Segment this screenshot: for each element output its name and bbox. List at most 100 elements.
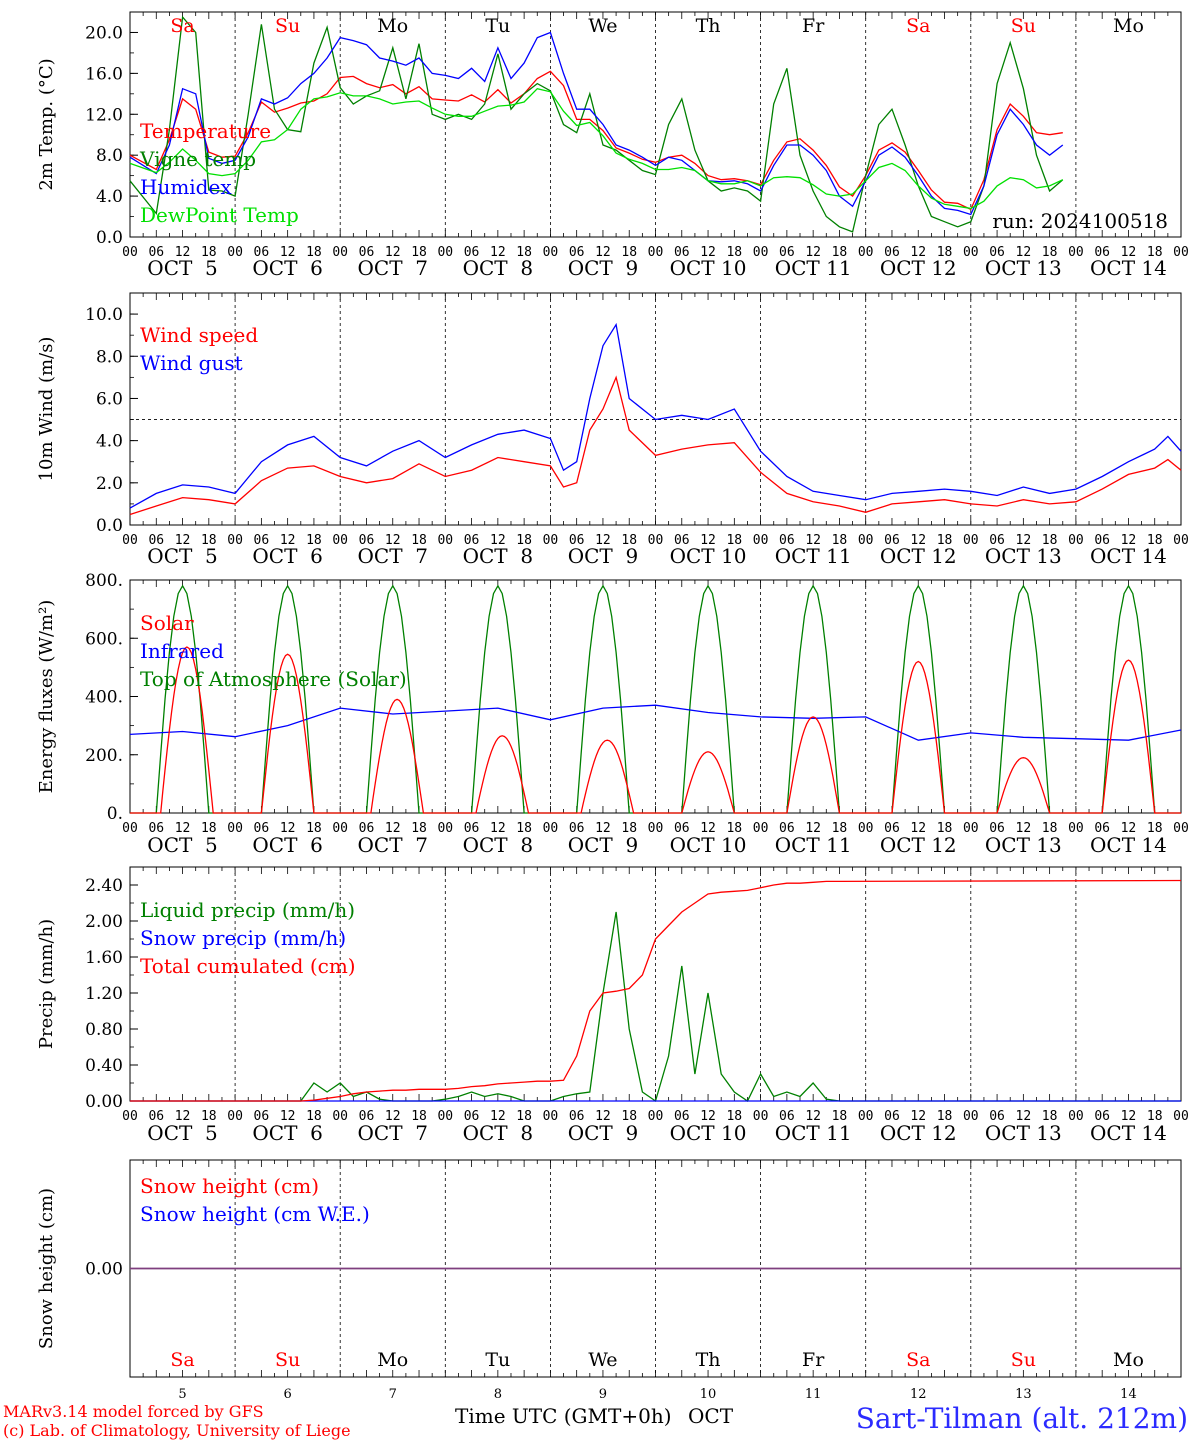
hour-label: 00 <box>963 533 979 548</box>
hour-label: 18 <box>201 533 217 548</box>
day-name: Mo <box>377 15 408 37</box>
series-infrared <box>129 704 1182 741</box>
hour-label: 00 <box>753 533 769 548</box>
date-label: OCT 6 <box>252 544 322 568</box>
hour-label: 00 <box>1068 245 1084 260</box>
day-name: Sa <box>906 1349 930 1371</box>
series-total-cumulated-cm- <box>130 879 1182 1102</box>
hour-label: 00 <box>543 821 559 836</box>
hour-label: 06 <box>779 533 795 548</box>
hour-label: 00 <box>227 245 243 260</box>
legend-entry: DewPoint Temp <box>140 203 299 227</box>
hour-label: 06 <box>674 1109 690 1124</box>
hour-label: 18 <box>832 533 848 548</box>
hour-label: 12 <box>280 245 296 260</box>
panel-energy <box>129 579 1182 814</box>
legend-entry: Infrared <box>140 639 224 663</box>
hour-label: 18 <box>621 533 637 548</box>
hour-label: 12 <box>175 533 191 548</box>
hour-label: 18 <box>726 533 742 548</box>
y-tick-label: 0.00 <box>85 1260 123 1280</box>
date-label: OCT 6 <box>252 833 322 857</box>
y-tick-label: 2.40 <box>85 876 123 896</box>
date-label: OCT 14 <box>1090 256 1167 280</box>
day-name: Tu <box>485 15 510 37</box>
hour-label: 12 <box>910 1109 926 1124</box>
legend-entry: Snow precip (mm/h) <box>140 926 346 950</box>
legend-entry: Wind gust <box>140 351 243 375</box>
date-label: OCT 13 <box>985 1121 1062 1145</box>
date-label: OCT 6 <box>252 256 322 280</box>
hour-label: 12 <box>1121 245 1137 260</box>
hour-label: 06 <box>254 533 270 548</box>
hour-label: 12 <box>805 245 821 260</box>
legend-entry: Total cumulated (cm) <box>140 954 356 978</box>
date-label: OCT 5 <box>147 544 217 568</box>
y-axis-label: 10m Wind (m/s) <box>36 337 57 482</box>
day-name: Mo <box>1113 1349 1144 1371</box>
panel-temperature <box>129 11 1182 238</box>
y-tick-label: 8.0 <box>96 146 123 166</box>
y-tick-label: 800. <box>85 571 123 591</box>
hour-label: 18 <box>726 1109 742 1124</box>
y-tick-label: 4.0 <box>96 432 123 452</box>
hour-label: 12 <box>595 245 611 260</box>
hour-label: 00 <box>858 245 874 260</box>
hour-label: 12 <box>910 533 926 548</box>
hour-label: 12 <box>490 1109 506 1124</box>
hour-label: 12 <box>700 1109 716 1124</box>
hour-label: 06 <box>779 821 795 836</box>
hour-label: 18 <box>937 245 953 260</box>
hour-label: 00 <box>1173 1109 1189 1124</box>
hour-label: 12 <box>700 821 716 836</box>
hour-label: 18 <box>937 533 953 548</box>
y-tick-label: 4.0 <box>96 187 123 207</box>
day-name: Su <box>1011 15 1036 37</box>
date-label: OCT 9 <box>568 1121 638 1145</box>
legend-entry: Snow height (cm W.E.) <box>140 1202 370 1226</box>
hour-label: 12 <box>385 1109 401 1124</box>
date-label: OCT 11 <box>775 544 852 568</box>
y-tick-label: 600. <box>85 629 123 649</box>
hour-label: 00 <box>227 821 243 836</box>
day-number: 14 <box>1120 1387 1137 1402</box>
hour-label: 12 <box>1016 245 1032 260</box>
hour-label: 00 <box>1173 821 1189 836</box>
y-tick-label: 12.0 <box>85 105 123 125</box>
hour-label: 00 <box>963 245 979 260</box>
hour-label: 18 <box>726 245 742 260</box>
day-name: Su <box>275 15 300 37</box>
legend-entry: Liquid precip (mm/h) <box>140 898 355 922</box>
hour-label: 00 <box>753 821 769 836</box>
hour-label: 06 <box>1094 821 1110 836</box>
hour-label: 12 <box>805 821 821 836</box>
series-wind-gust <box>129 322 1182 509</box>
hour-label: 18 <box>1147 821 1163 836</box>
hour-label: 18 <box>516 533 532 548</box>
hour-label: 12 <box>805 1109 821 1124</box>
date-label: OCT 14 <box>1090 1121 1167 1145</box>
hour-label: 06 <box>779 1109 795 1124</box>
hour-label: 00 <box>122 1109 138 1124</box>
hour-label: 12 <box>490 821 506 836</box>
hour-label: 06 <box>569 1109 585 1124</box>
hour-label: 18 <box>411 821 427 836</box>
series-solar <box>130 646 1181 814</box>
legend-entry: Temperature <box>140 119 271 143</box>
hour-label: 00 <box>858 821 874 836</box>
hour-label: 18 <box>1042 1109 1058 1124</box>
hour-label: 06 <box>884 245 900 260</box>
hour-label: 18 <box>832 1109 848 1124</box>
hour-label: 18 <box>411 245 427 260</box>
day-name: Su <box>1011 1349 1036 1371</box>
day-number: 5 <box>178 1387 186 1402</box>
y-tick-label: 0.00 <box>85 1092 123 1112</box>
hour-label: 12 <box>805 533 821 548</box>
hour-label: 06 <box>359 533 375 548</box>
hour-label: 00 <box>963 821 979 836</box>
hour-label: 00 <box>1068 533 1084 548</box>
hour-label: 12 <box>910 245 926 260</box>
y-tick-label: 0.0 <box>96 228 123 248</box>
hour-label: 06 <box>148 533 164 548</box>
